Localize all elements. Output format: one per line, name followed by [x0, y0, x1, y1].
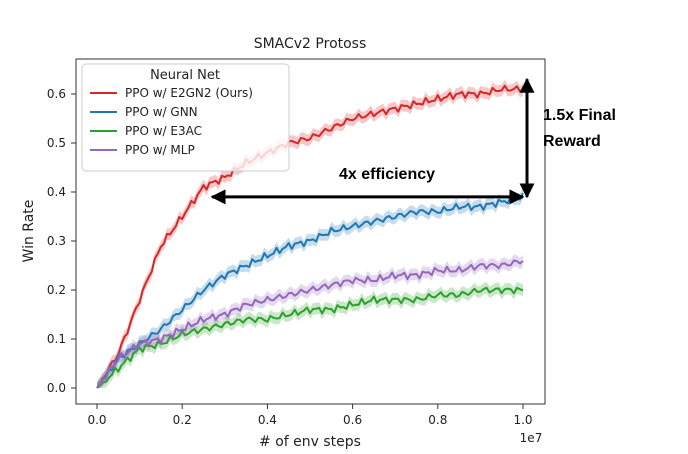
series-band	[97, 187, 523, 388]
x-tick-label: 0.6	[343, 413, 362, 427]
legend-entry-label: PPO w/ GNN	[125, 105, 198, 119]
y-tick-label: 0.6	[47, 87, 66, 101]
x-tick-label: 0.2	[173, 413, 192, 427]
x-tick-label: 0.8	[428, 413, 447, 427]
series-layer	[96, 79, 524, 389]
series-line	[96, 84, 524, 389]
y-tick-label: 0.0	[47, 381, 66, 395]
x-axis-label: # of env steps	[259, 434, 361, 450]
y-tick-label: 0.2	[47, 283, 66, 297]
y-tick-label: 0.1	[47, 332, 66, 346]
series-band	[97, 281, 523, 388]
series-line	[96, 286, 524, 389]
reward-annotation-line: 1.5x Final	[543, 107, 616, 124]
legend-title: Neural Net	[150, 68, 220, 83]
legend-entry-label: PPO w/ MLP	[125, 143, 195, 157]
legend-items: PPO w/ E2GN2 (Ours) PPO w/ GNN PPO w/ E3AC…	[90, 86, 253, 157]
x-axis-offset-label: 1e7	[520, 431, 543, 445]
y-tick-label: 0.5	[47, 136, 66, 150]
plot-area: 4x efficiency	[75, 58, 546, 405]
series-line	[96, 259, 524, 389]
x-tick-label: 0.4	[258, 413, 277, 427]
y-axis-label: Win Rate	[21, 200, 37, 263]
legend-box	[81, 63, 290, 172]
series-band	[97, 254, 523, 388]
series-line	[96, 192, 524, 389]
x-tick-label: 0.0	[87, 413, 106, 427]
x-tick-label: 1.0	[513, 413, 532, 427]
x-axis-ticks: 0.0 0.2 0.4 0.6 0.8 1.0	[87, 404, 533, 427]
plot-frame	[75, 58, 546, 405]
y-axis-ticks: 0.0 0.1 0.2 0.3 0.4 0.5 0.6	[47, 87, 76, 395]
series-band	[97, 79, 523, 389]
y-tick-label: 0.4	[47, 185, 66, 199]
legend-entry-label: PPO w/ E2GN2 (Ours)	[125, 86, 253, 100]
legend: Neural Net PPO w/ E2GN2 (Ours) PPO w/ GNN…	[81, 63, 290, 172]
legend-entry-label: PPO w/ E3AC	[125, 124, 202, 138]
efficiency-annotation: 4x efficiency	[339, 166, 435, 183]
annotation-layer: 4x efficiency	[210, 77, 535, 205]
chart-title: SMACv2 Protoss	[254, 36, 367, 52]
reward-annotation-line: Reward	[543, 133, 601, 150]
y-tick-label: 0.3	[47, 234, 66, 248]
